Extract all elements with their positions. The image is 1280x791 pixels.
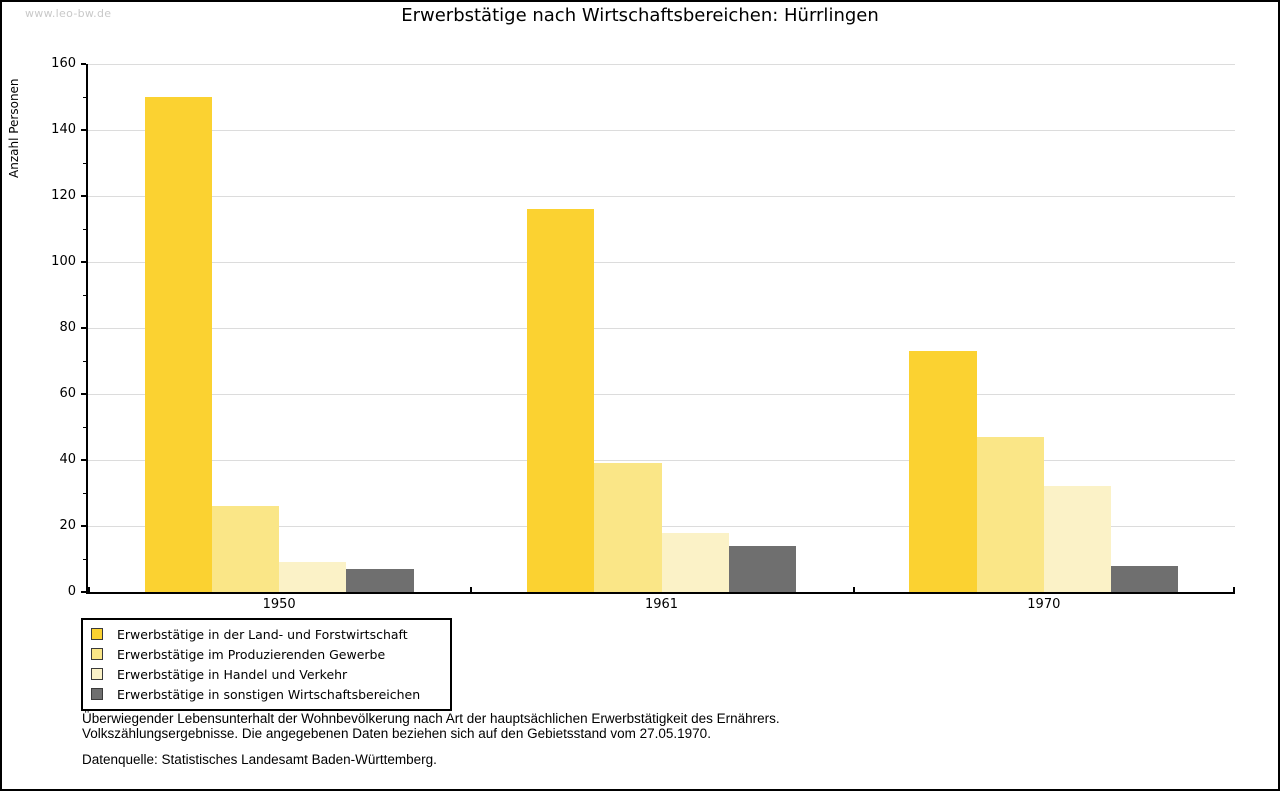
- bar-series4-1950: [346, 568, 414, 592]
- bar-series1-1961: [527, 209, 595, 592]
- datasource: Datenquelle: Statistisches Landesamt Bad…: [82, 752, 437, 767]
- footnotes: Überwiegender Lebensunterhalt der Wohnbe…: [82, 711, 1238, 741]
- legend-item: Erwerbstätige in sonstigen Wirtschaftsbe…: [89, 684, 444, 704]
- xtick-boundary-2: [852, 587, 855, 592]
- bar-series1-1950: [144, 97, 212, 592]
- ytick-minor-30: [83, 493, 86, 494]
- bar-series2-1961: [594, 463, 662, 592]
- legend-color-swatch-icon: [91, 688, 103, 700]
- bar-series3-1970: [1043, 486, 1112, 592]
- ytick-minor-50: [83, 427, 86, 428]
- y-axis-title: Anzahl Personen: [7, 78, 21, 178]
- ytick-label-60: 60: [59, 386, 76, 401]
- footnote-line-1: Überwiegender Lebensunterhalt der Wohnbe…: [82, 711, 780, 726]
- legend-item: Erwerbstätige in Handel und Verkehr: [89, 664, 444, 684]
- bar-series2-1950: [211, 506, 280, 592]
- ytick-80: [81, 327, 86, 329]
- ytick-minor-150: [83, 97, 86, 98]
- ytick-140: [81, 129, 86, 131]
- xtick-boundary-1: [470, 587, 473, 592]
- ytick-minor-110: [83, 229, 86, 230]
- bar-series3-1961: [661, 532, 729, 592]
- xtick-label-1950: 1950: [262, 597, 296, 612]
- ytick-minor-130: [83, 163, 86, 164]
- ytick-label-80: 80: [59, 320, 76, 335]
- ytick-160: [81, 63, 86, 65]
- legend: Erwerbstätige in der Land- und Forstwirt…: [81, 618, 452, 711]
- ytick-20: [81, 525, 86, 527]
- xtick-label-1970: 1970: [1027, 597, 1061, 612]
- footnote-line-2: Volkszählungsergebnisse. Die angegebenen…: [82, 725, 711, 741]
- legend-item-label: Erwerbstätige in Handel und Verkehr: [117, 666, 348, 682]
- gridline-y-100: [88, 261, 1235, 263]
- legend-item-label: Erwerbstätige in sonstigen Wirtschaftsbe…: [117, 686, 421, 702]
- plot-area: 0 20 40 60 80 100 120 140 160 1950 1961 1970: [51, 57, 1235, 612]
- gridline-y-40: [88, 459, 1235, 461]
- gridline-y-120: [88, 195, 1235, 197]
- gridline-y-20: [88, 525, 1235, 527]
- legend-item: Erwerbstätige im Produzierenden Gewerbe: [89, 644, 444, 664]
- ytick-label-20: 20: [59, 518, 76, 533]
- legend-item-label: Erwerbstätige im Produzierenden Gewerbe: [117, 646, 386, 662]
- gridline-y-60: [88, 393, 1235, 395]
- ytick-100: [81, 261, 86, 263]
- ytick-minor-90: [83, 295, 86, 296]
- bar-series4-1961: [728, 545, 796, 592]
- bar-series2-1970: [976, 436, 1044, 592]
- xtick-label-1961: 1961: [644, 597, 679, 612]
- legend-item: Erwerbstätige in der Land- und Forstwirt…: [89, 624, 444, 644]
- ytick-label-120: 120: [51, 188, 76, 203]
- ytick-120: [81, 195, 86, 197]
- bar-series4-1970: [1111, 565, 1179, 592]
- gridline-y-140: [88, 129, 1235, 131]
- gridline-y-80: [88, 327, 1235, 329]
- ytick-minor-10: [83, 559, 86, 560]
- ytick-60: [81, 393, 86, 395]
- xtick-boundary-3: [1233, 587, 1235, 592]
- ytick-minor-70: [83, 361, 86, 362]
- watermark: www.leo-bw.de: [25, 7, 112, 20]
- bar-series3-1950: [279, 562, 347, 592]
- ytick-0: [81, 591, 86, 593]
- legend-item-label: Erwerbstätige in der Land- und Forstwirt…: [117, 626, 408, 642]
- ytick-label-140: 140: [51, 122, 76, 137]
- legend-color-swatch-icon: [91, 628, 103, 640]
- ytick-40: [81, 459, 86, 461]
- chart-title: Erwerbstätige nach Wirtschaftsbereichen:…: [401, 5, 879, 26]
- gridline-y-160: [88, 63, 1235, 65]
- bar-series1-1970: [909, 351, 977, 592]
- legend-color-swatch-icon: [91, 668, 103, 680]
- ytick-label-0: 0: [67, 584, 76, 599]
- ytick-label-40: 40: [59, 452, 76, 467]
- ytick-label-100: 100: [51, 254, 76, 269]
- xtick-boundary-0: [88, 587, 90, 592]
- legend-color-swatch-icon: [91, 648, 103, 660]
- ytick-label-160: 160: [51, 56, 76, 71]
